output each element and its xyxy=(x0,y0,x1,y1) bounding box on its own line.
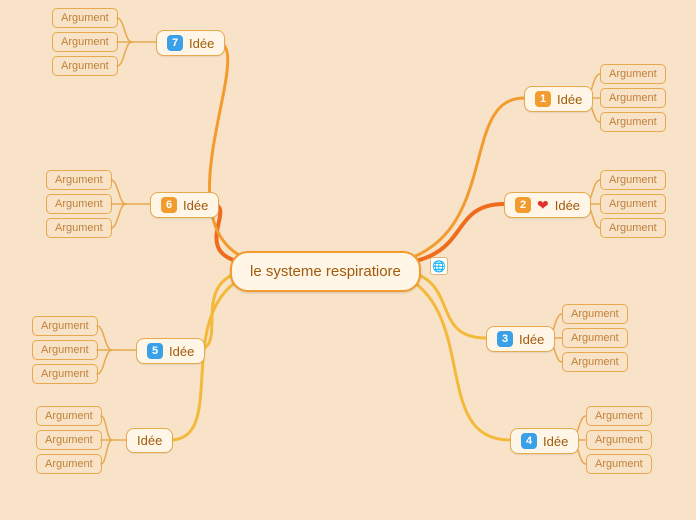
priority-badge: 2 xyxy=(515,197,531,213)
argument-node[interactable]: Argument xyxy=(600,194,666,214)
idea-node-idea3[interactable]: 3 Idée xyxy=(486,326,555,352)
idea-label: Idée xyxy=(519,332,544,347)
central-topic[interactable]: le systeme respiratiore xyxy=(230,251,421,292)
idea-node-idea1[interactable]: 1 Idée xyxy=(524,86,593,112)
priority-badge: 7 xyxy=(167,35,183,51)
idea-node-idea5[interactable]: 5 Idée xyxy=(136,338,205,364)
priority-badge: 4 xyxy=(521,433,537,449)
idea-label: Idée xyxy=(183,198,208,213)
argument-node[interactable]: Argument xyxy=(36,430,102,450)
argument-node[interactable]: Argument xyxy=(562,328,628,348)
idea-label: Idée xyxy=(557,92,582,107)
argument-node[interactable]: Argument xyxy=(46,194,112,214)
argument-node[interactable]: Argument xyxy=(52,32,118,52)
idea-node-idea6[interactable]: 6 Idée xyxy=(150,192,219,218)
biggerplate-icon: 🌐 xyxy=(430,257,448,275)
heart-icon: ❤ xyxy=(537,198,549,212)
idea-node-idea7[interactable]: 7 Idée xyxy=(156,30,225,56)
idea-label: Idée xyxy=(555,198,580,213)
argument-node[interactable]: Argument xyxy=(36,454,102,474)
argument-node[interactable]: Argument xyxy=(600,218,666,238)
argument-node[interactable]: Argument xyxy=(600,64,666,84)
idea-node-idea8[interactable]: Idée xyxy=(126,428,173,453)
argument-node[interactable]: Argument xyxy=(562,304,628,324)
idea-node-idea2[interactable]: 2 ❤ Idée xyxy=(504,192,591,218)
idea-label: Idée xyxy=(543,434,568,449)
argument-node[interactable]: Argument xyxy=(32,316,98,336)
argument-node[interactable]: Argument xyxy=(586,454,652,474)
mindmap-canvas: le systeme respiratiore 🌐 1 Idée Argument Arg… xyxy=(0,0,696,520)
argument-node[interactable]: Argument xyxy=(52,8,118,28)
priority-badge: 5 xyxy=(147,343,163,359)
priority-badge: 3 xyxy=(497,331,513,347)
argument-node[interactable]: Argument xyxy=(52,56,118,76)
argument-node[interactable]: Argument xyxy=(600,112,666,132)
idea-label: Idée xyxy=(137,433,162,448)
argument-node[interactable]: Argument xyxy=(600,170,666,190)
argument-node[interactable]: Argument xyxy=(600,88,666,108)
argument-node[interactable]: Argument xyxy=(46,218,112,238)
argument-node[interactable]: Argument xyxy=(36,406,102,426)
argument-node[interactable]: Argument xyxy=(562,352,628,372)
argument-node[interactable]: Argument xyxy=(586,406,652,426)
argument-node[interactable]: Argument xyxy=(32,364,98,384)
argument-node[interactable]: Argument xyxy=(586,430,652,450)
idea-node-idea4[interactable]: 4 Idée xyxy=(510,428,579,454)
priority-badge: 6 xyxy=(161,197,177,213)
argument-node[interactable]: Argument xyxy=(46,170,112,190)
argument-node[interactable]: Argument xyxy=(32,340,98,360)
idea-label: Idée xyxy=(189,36,214,51)
idea-label: Idée xyxy=(169,344,194,359)
priority-badge: 1 xyxy=(535,91,551,107)
